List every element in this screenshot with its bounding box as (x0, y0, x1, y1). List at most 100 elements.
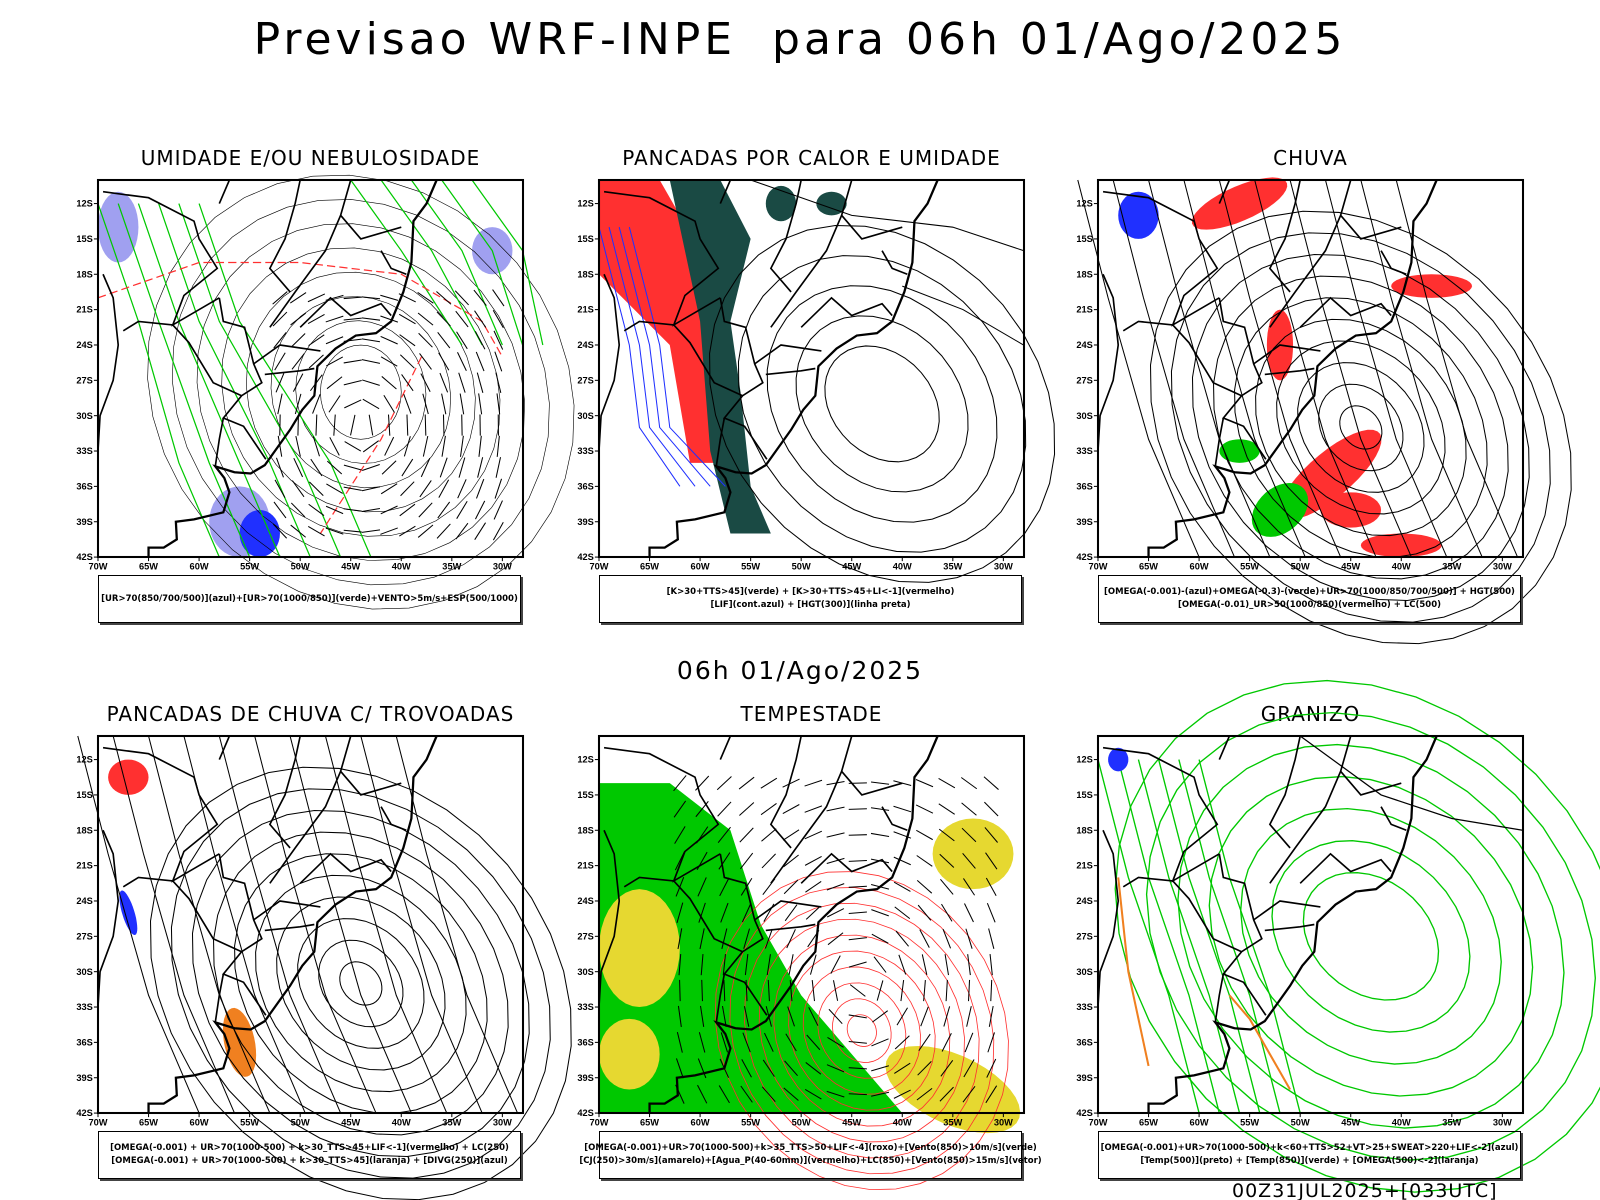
lc250-streamline (170, 788, 551, 1179)
lon-tick-label: 60W (190, 561, 209, 571)
lon-tick-label: 40W (1392, 561, 1411, 571)
humidity-blue-area (239, 509, 280, 558)
temp850-contour (1137, 759, 1241, 1114)
state-border-line (1214, 973, 1225, 1023)
lat-tick-label: 15S (76, 790, 93, 800)
wind-vector (418, 502, 433, 518)
lat-tick-label: 18S (76, 825, 93, 835)
lon-tick-label: 65W (1139, 1117, 1158, 1127)
lon-tick-label: 50W (291, 1117, 310, 1127)
wind-vector (738, 776, 755, 790)
state-border-line (253, 900, 321, 921)
wind-vector (805, 1062, 822, 1075)
legend-line: [OMEGA(-0.01)_UR>50(1000/850)(vermelho) … (1177, 600, 1442, 610)
lon-tick-label: 60W (190, 1117, 209, 1127)
lon-tick-label: 45W (1341, 1117, 1360, 1127)
hail-blue-area (1108, 747, 1129, 772)
hgt500-streamline (1213, 275, 1509, 580)
wind-vector (700, 954, 704, 976)
thickness-contour (196, 223, 525, 561)
hgt500-streamline (1077, 179, 1200, 558)
wind-vector (786, 929, 796, 949)
wind-vector (826, 806, 845, 812)
state-border-line (673, 324, 743, 397)
lat-tick-label: 24S (76, 896, 93, 906)
lc250-streamline (112, 735, 235, 1114)
wind-vector (920, 1006, 929, 1027)
wind-vector (419, 353, 432, 370)
lon-tick-label: 70W (1088, 1117, 1107, 1127)
wind-vector (848, 860, 867, 862)
wind-vector (718, 852, 731, 870)
wind-vector (940, 1059, 954, 1077)
state-border-line (719, 297, 768, 460)
state-border-line (1218, 297, 1267, 460)
wind-vector (475, 478, 485, 499)
wind-vector (804, 855, 822, 866)
lat-tick-label: 30S (1076, 967, 1093, 977)
state-border-line (1218, 853, 1267, 1016)
wind-vector (494, 478, 503, 499)
state-border-line (1218, 735, 1231, 760)
wind-vector (962, 852, 976, 869)
wind-vector (848, 1093, 867, 1096)
lon-tick-label: 55W (240, 561, 259, 571)
wind-vector (782, 804, 800, 815)
wind-vector (921, 954, 928, 975)
lat-tick-label: 21S (577, 305, 594, 315)
wind-vector (399, 354, 415, 369)
lifted-index-contour (598, 227, 681, 487)
wind-vector (722, 954, 726, 976)
panel-title: UMIDADE E/OU NEBULOSIDADE (140, 146, 481, 170)
wind-vector (674, 826, 686, 844)
wind-vector (826, 832, 845, 838)
wind-vector (989, 954, 993, 976)
wind-vector (919, 929, 930, 948)
legend-line: [UR>70(850/700/500)](azul)+[UR>70(1000/8… (101, 593, 518, 604)
lat-tick-label: 42S (577, 1108, 594, 1118)
hgt500-streamline (1276, 340, 1446, 515)
wind-vector (326, 483, 343, 494)
wind-vector (401, 374, 414, 392)
wind-vector (826, 857, 845, 865)
wind-vector (677, 928, 683, 950)
wind-vector (673, 775, 687, 792)
wind-vector (938, 803, 955, 815)
hgt500-streamline (1318, 383, 1404, 472)
state-border-line (122, 320, 173, 332)
wind-vector (293, 457, 304, 478)
lat-tick-label: 30S (76, 411, 93, 421)
wind-vector (986, 902, 996, 923)
panel-title: CHUVA (1273, 146, 1348, 170)
state-border-line (1264, 367, 1315, 376)
lon-tick-label: 50W (792, 1117, 811, 1127)
lc250-streamline (318, 939, 404, 1028)
state-border-line (623, 320, 674, 332)
lc850-streamline (773, 934, 951, 1127)
wind-vector (945, 979, 948, 1002)
lc850-streamline (744, 902, 980, 1159)
lon-tick-label: 30W (493, 1117, 512, 1127)
wind-vector (456, 501, 468, 519)
wind-vector (361, 359, 381, 364)
lon-tick-label: 40W (392, 1117, 411, 1127)
lc850-streamline (788, 950, 936, 1111)
lat-tick-label: 24S (577, 340, 594, 350)
hgt500-streamline (1218, 179, 1342, 558)
state-border-line (218, 179, 231, 204)
rain-red-area (1391, 274, 1473, 298)
wind-vector (965, 928, 973, 949)
state-border-line (765, 923, 816, 932)
wind-vector (399, 503, 416, 517)
legend-box: [UR>70(850/700/500)](azul)+[UR>70(1000/8… (98, 575, 521, 623)
state-border-line (264, 367, 315, 376)
wind-vector (272, 291, 288, 305)
wind-vector (495, 457, 502, 478)
hgt300-contour (902, 285, 1024, 346)
wind-vector (894, 906, 911, 920)
state-border-line (881, 806, 908, 832)
wind-vector (830, 955, 841, 974)
wind-vector (678, 954, 682, 976)
wind-vector (787, 1006, 795, 1027)
lon-tick-label: 50W (792, 561, 811, 571)
